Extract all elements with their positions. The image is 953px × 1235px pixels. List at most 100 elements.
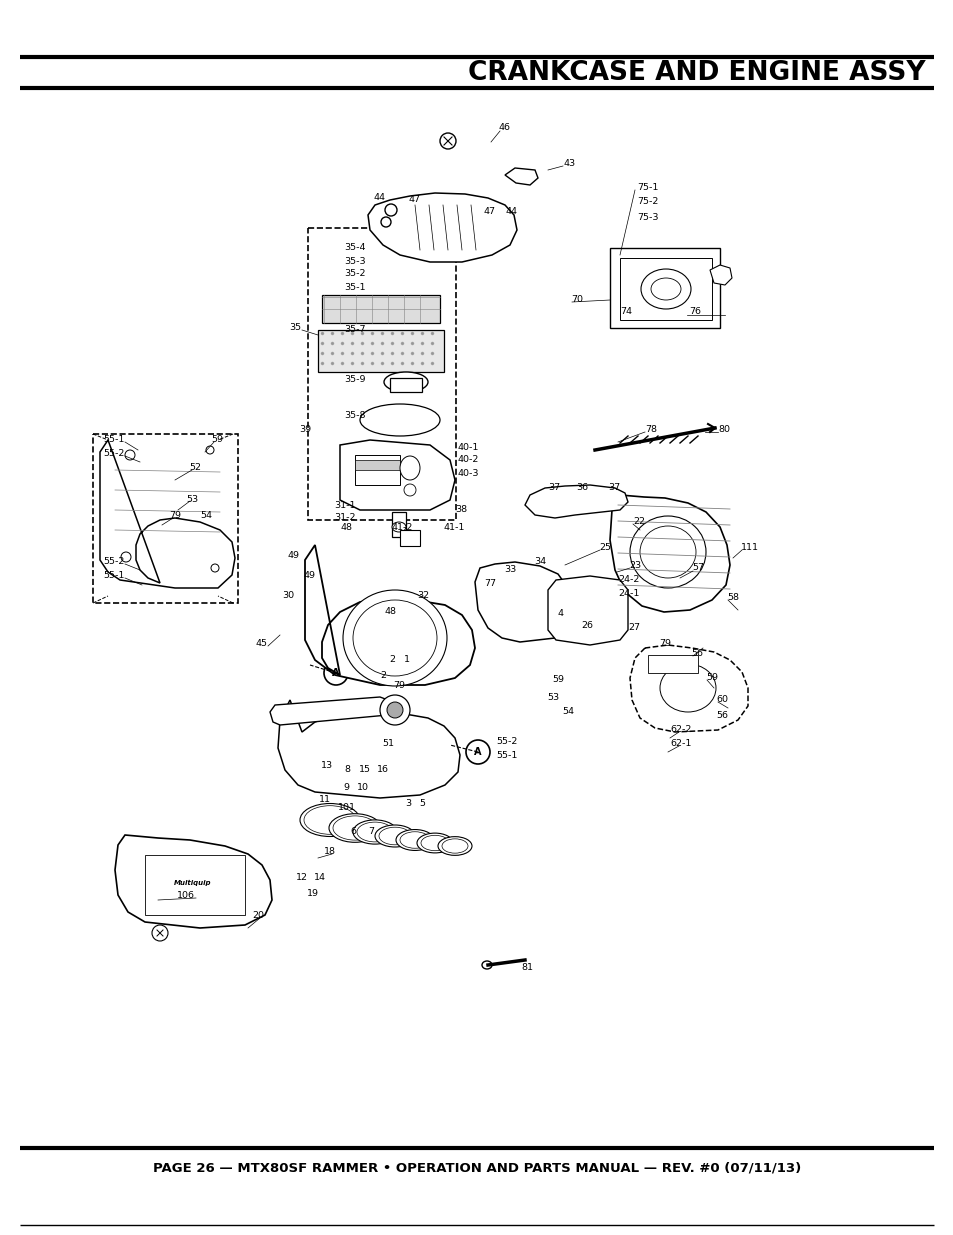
Text: 79: 79: [659, 640, 670, 648]
Text: 30: 30: [282, 590, 294, 599]
Text: 27: 27: [627, 624, 639, 632]
Ellipse shape: [659, 664, 716, 713]
Text: 56: 56: [716, 710, 727, 720]
Text: 11: 11: [318, 795, 331, 804]
Text: 24-1: 24-1: [618, 589, 639, 599]
Polygon shape: [504, 168, 537, 185]
Ellipse shape: [481, 961, 492, 969]
Text: 59: 59: [705, 673, 718, 683]
Text: 35-9: 35-9: [344, 375, 365, 384]
Text: 18: 18: [324, 847, 335, 857]
Text: 49: 49: [304, 572, 315, 580]
Text: 54: 54: [200, 511, 212, 520]
Ellipse shape: [639, 526, 696, 578]
Text: 23: 23: [628, 562, 640, 571]
Text: 31-1: 31-1: [334, 500, 355, 510]
Text: 35-8: 35-8: [344, 410, 365, 420]
Text: 55-2: 55-2: [103, 450, 125, 458]
Text: 44: 44: [505, 206, 517, 215]
Polygon shape: [547, 576, 627, 645]
Text: 2: 2: [379, 671, 386, 679]
Text: 9: 9: [343, 783, 349, 793]
Ellipse shape: [206, 446, 213, 454]
Text: 79: 79: [169, 511, 181, 520]
Text: 111: 111: [740, 543, 759, 552]
Ellipse shape: [353, 820, 396, 844]
Text: A: A: [332, 668, 339, 678]
Ellipse shape: [333, 816, 376, 840]
Polygon shape: [368, 193, 517, 262]
Ellipse shape: [359, 404, 439, 436]
Ellipse shape: [392, 522, 406, 532]
Text: 60: 60: [716, 695, 727, 704]
Bar: [399, 530, 419, 546]
Text: 39: 39: [298, 426, 311, 435]
Text: 54: 54: [561, 708, 574, 716]
Text: 48: 48: [340, 522, 353, 531]
Ellipse shape: [380, 217, 391, 227]
Text: 55-1: 55-1: [103, 572, 125, 580]
Ellipse shape: [343, 590, 447, 685]
Text: 40-3: 40-3: [456, 469, 478, 478]
Text: 79: 79: [393, 680, 405, 689]
Text: 62-2: 62-2: [670, 725, 691, 735]
Ellipse shape: [399, 831, 430, 848]
Text: 55-2: 55-2: [103, 557, 125, 567]
Polygon shape: [524, 485, 627, 517]
Text: 55-2: 55-2: [496, 736, 517, 746]
Text: 40-2: 40-2: [456, 456, 478, 464]
Text: 75-2: 75-2: [637, 198, 658, 206]
Ellipse shape: [211, 564, 219, 572]
Text: 31-2: 31-2: [334, 514, 355, 522]
Ellipse shape: [329, 814, 380, 842]
Ellipse shape: [395, 830, 434, 851]
Text: 12: 12: [295, 873, 308, 883]
Text: 35-3: 35-3: [344, 257, 365, 266]
Text: 20: 20: [252, 911, 264, 920]
Text: 5: 5: [418, 799, 424, 808]
Ellipse shape: [356, 823, 393, 842]
Text: 56: 56: [690, 650, 702, 658]
Text: 43: 43: [563, 158, 576, 168]
Bar: [145, 855, 245, 915]
Text: 13: 13: [320, 762, 333, 771]
Text: 70: 70: [571, 294, 582, 304]
Text: 45: 45: [255, 640, 268, 648]
Text: 44: 44: [374, 194, 386, 203]
Text: 47: 47: [409, 195, 420, 205]
Polygon shape: [100, 440, 234, 588]
Ellipse shape: [304, 805, 355, 835]
Text: Multiquip: Multiquip: [174, 881, 212, 885]
Ellipse shape: [650, 278, 680, 300]
Bar: [92, 433, 237, 603]
Text: 6: 6: [350, 827, 355, 836]
Text: 37: 37: [607, 483, 619, 493]
Text: 36: 36: [576, 483, 587, 493]
Text: 19: 19: [307, 888, 318, 898]
Text: 53: 53: [186, 494, 198, 504]
Bar: [647, 655, 698, 673]
Text: 26: 26: [580, 621, 593, 631]
Text: 75-1: 75-1: [637, 184, 658, 193]
Text: 15: 15: [358, 766, 371, 774]
Text: 35-7: 35-7: [344, 326, 365, 335]
Ellipse shape: [416, 834, 453, 853]
Ellipse shape: [375, 825, 415, 847]
Text: 48: 48: [385, 608, 396, 616]
Text: 46: 46: [498, 124, 511, 132]
Ellipse shape: [420, 835, 449, 851]
Text: CRANKCASE AND ENGINE ASSY: CRANKCASE AND ENGINE ASSY: [467, 61, 924, 86]
Bar: [355, 454, 399, 485]
Bar: [317, 330, 443, 372]
Text: 25: 25: [598, 543, 610, 552]
Text: 4: 4: [558, 610, 563, 619]
Polygon shape: [339, 440, 455, 510]
Text: PAGE 26 — MTX80SF RAMMER • OPERATION AND PARTS MANUAL — REV. #0 (07/11/13): PAGE 26 — MTX80SF RAMMER • OPERATION AND…: [152, 1161, 801, 1174]
Polygon shape: [609, 495, 729, 613]
Ellipse shape: [437, 836, 472, 856]
Ellipse shape: [385, 204, 396, 216]
Polygon shape: [277, 700, 459, 798]
Text: 55-1: 55-1: [496, 751, 517, 760]
Text: 16: 16: [376, 766, 389, 774]
Text: 76: 76: [688, 308, 700, 316]
